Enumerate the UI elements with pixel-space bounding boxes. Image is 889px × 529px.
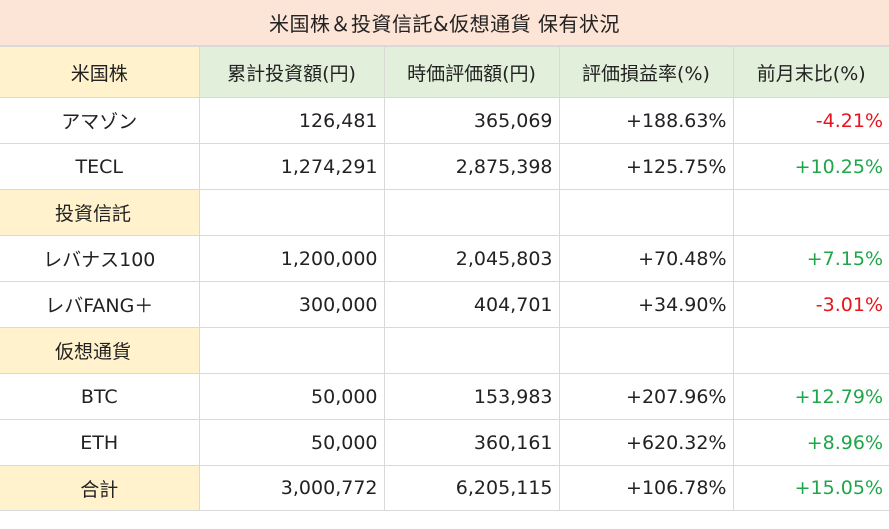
empty-cell xyxy=(383,327,560,374)
total-row: 合計 3,000,772 6,205,115 +106.78% +15.05% xyxy=(0,465,889,511)
cell-cost: 1,200,000 xyxy=(198,235,385,282)
cell-mom: +12.79% xyxy=(732,373,889,420)
cell-cost: 126,481 xyxy=(198,97,385,144)
holding-name: BTC xyxy=(0,373,200,420)
cell-cost: 50,000 xyxy=(198,373,385,420)
cell-gain: +34.90% xyxy=(558,281,734,328)
total-mom: +15.05% xyxy=(732,465,889,511)
total-cost: 3,000,772 xyxy=(198,465,385,511)
cell-value: 2,045,803 xyxy=(383,235,560,282)
table-row: ETH 50,000 360,161 +620.32% +8.96% xyxy=(0,419,889,466)
total-gain: +106.78% xyxy=(558,465,734,511)
holdings-table: 米国株 累計投資額(円) 時価評価額(円) 評価損益率(%) 前月末比(%) ア… xyxy=(0,46,889,511)
empty-cell xyxy=(558,327,734,374)
cell-gain: +70.48% xyxy=(558,235,734,282)
empty-cell xyxy=(198,327,385,374)
holding-name: レバFANG＋ xyxy=(0,281,200,328)
table-row: レバナス100 1,200,000 2,045,803 +70.48% +7.15% xyxy=(0,235,889,282)
cell-value: 153,983 xyxy=(383,373,560,420)
table-row: アマゾン 126,481 365,069 +188.63% -4.21% xyxy=(0,97,889,144)
cell-mom: +8.96% xyxy=(732,419,889,466)
header-mom: 前月末比(%) xyxy=(732,46,889,98)
cell-value: 360,161 xyxy=(383,419,560,466)
cell-value: 2,875,398 xyxy=(383,143,560,190)
cell-mom: +10.25% xyxy=(732,143,889,190)
holding-name: アマゾン xyxy=(0,97,200,144)
empty-cell xyxy=(732,189,889,236)
section-row: 仮想通貨 xyxy=(0,327,889,374)
cell-cost: 50,000 xyxy=(198,419,385,466)
header-gain: 評価損益率(%) xyxy=(558,46,734,98)
table-row: レバFANG＋ 300,000 404,701 +34.90% -3.01% xyxy=(0,281,889,328)
table-row: TECL 1,274,291 2,875,398 +125.75% +10.25% xyxy=(0,143,889,190)
empty-cell xyxy=(383,189,560,236)
cell-cost: 300,000 xyxy=(198,281,385,328)
table-row: BTC 50,000 153,983 +207.96% +12.79% xyxy=(0,373,889,420)
header-value: 時価評価額(円) xyxy=(383,46,560,98)
holding-name: レバナス100 xyxy=(0,235,200,282)
header-category: 米国株 xyxy=(0,46,200,98)
header-cost: 累計投資額(円) xyxy=(198,46,385,98)
empty-cell xyxy=(198,189,385,236)
cell-value: 365,069 xyxy=(383,97,560,144)
cell-mom: -4.21% xyxy=(732,97,889,144)
cell-value: 404,701 xyxy=(383,281,560,328)
empty-cell xyxy=(558,189,734,236)
section-label: 投資信託 xyxy=(0,189,200,236)
header-row: 米国株 累計投資額(円) 時価評価額(円) 評価損益率(%) 前月末比(%) xyxy=(0,46,889,98)
holdings-table-body: 米国株 累計投資額(円) 時価評価額(円) 評価損益率(%) 前月末比(%) ア… xyxy=(0,46,889,511)
cell-mom: -3.01% xyxy=(732,281,889,328)
cell-gain: +620.32% xyxy=(558,419,734,466)
section-row: 投資信託 xyxy=(0,189,889,236)
cell-mom: +7.15% xyxy=(732,235,889,282)
page-title: 米国株＆投資信託&仮想通貨 保有状況 xyxy=(0,0,889,46)
empty-cell xyxy=(732,327,889,374)
cell-gain: +125.75% xyxy=(558,143,734,190)
section-label: 仮想通貨 xyxy=(0,327,200,374)
holding-name: TECL xyxy=(0,143,200,190)
cell-cost: 1,274,291 xyxy=(198,143,385,190)
total-value: 6,205,115 xyxy=(383,465,560,511)
total-label: 合計 xyxy=(0,465,200,511)
holding-name: ETH xyxy=(0,419,200,466)
cell-gain: +207.96% xyxy=(558,373,734,420)
cell-gain: +188.63% xyxy=(558,97,734,144)
